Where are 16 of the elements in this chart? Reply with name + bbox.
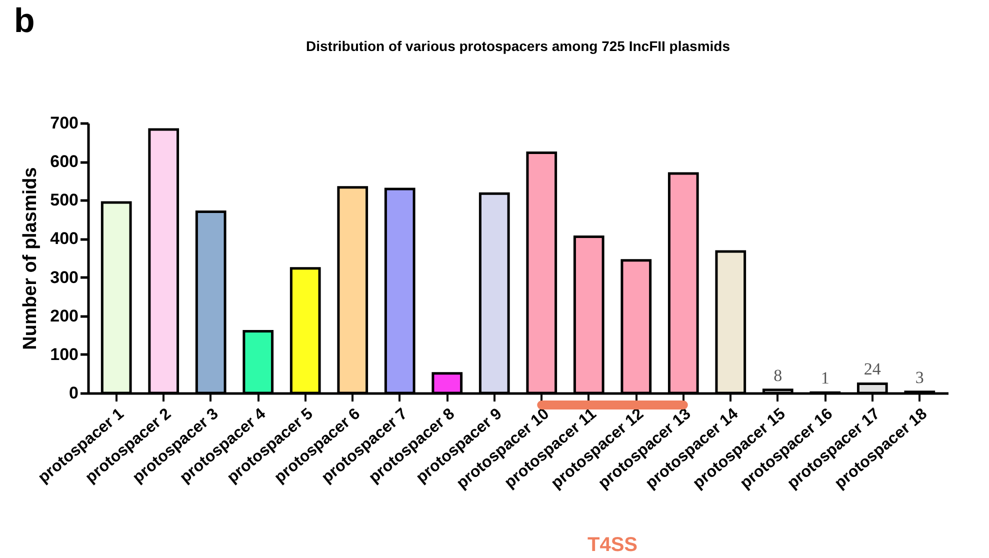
text: T4SS bbox=[587, 534, 638, 556]
y-tick-label: 700 bbox=[50, 114, 78, 132]
data-label: 24 bbox=[864, 360, 882, 379]
y-tick-label: 0 bbox=[69, 384, 78, 402]
y-tick-label: 200 bbox=[50, 306, 78, 326]
data-label: 3 bbox=[915, 368, 924, 387]
y-tick-label: 600 bbox=[50, 152, 78, 172]
chart-title: Distribution of various protospacers among 725 IncFII plasmids bbox=[306, 38, 730, 54]
y-tick-label: 400 bbox=[50, 229, 78, 248]
text: b bbox=[14, 2, 35, 41]
data-label: 8 bbox=[774, 366, 782, 385]
y-tick-label: 500 bbox=[50, 190, 78, 210]
y-tick-label: 300 bbox=[50, 268, 78, 287]
y-tick-label: 100 bbox=[50, 344, 78, 364]
data-label: 1 bbox=[820, 368, 830, 388]
y-axis-title: Number of plasmids bbox=[20, 167, 42, 350]
